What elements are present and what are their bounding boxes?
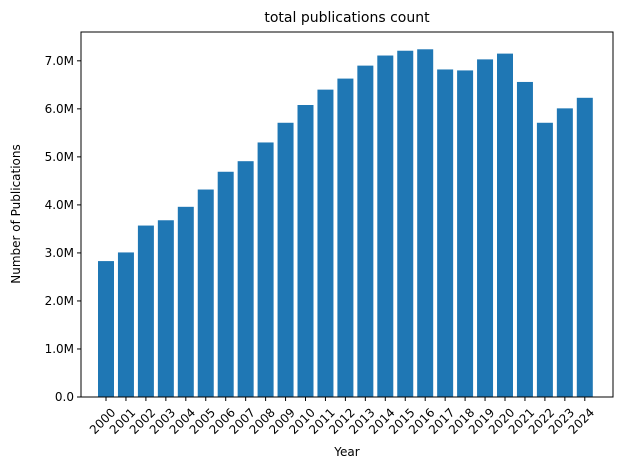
bar-2011 <box>317 89 334 397</box>
bar-2004 <box>177 206 194 397</box>
bar-2015 <box>397 50 414 397</box>
y-tick-label: 5.0M <box>45 150 74 164</box>
y-tick-label: 7.0M <box>45 54 74 68</box>
bar-2007 <box>237 161 254 397</box>
y-axis: 0.0 1.0M 2.0M 3.0M 4.0M 5.0M 6.0M 7.0M <box>45 54 81 404</box>
bar-2003 <box>157 220 174 397</box>
bar-2010 <box>297 105 314 397</box>
bar-2018 <box>457 70 474 398</box>
bar-2017 <box>437 69 454 398</box>
bars-layer <box>98 49 593 398</box>
y-tick-label: 6.0M <box>45 102 74 116</box>
y-tick-label: 0.0 <box>55 390 74 404</box>
y-tick-label: 1.0M <box>45 342 74 356</box>
y-tick-label: 4.0M <box>45 198 74 212</box>
bar-2021 <box>516 81 533 397</box>
bar-2008 <box>257 142 274 397</box>
y-tick-label: 3.0M <box>45 246 74 260</box>
bar-2009 <box>277 122 294 398</box>
bar-2016 <box>417 49 434 397</box>
plot-frame <box>80 31 614 398</box>
bar-2020 <box>497 53 513 398</box>
x-axis-title: Year <box>333 445 359 459</box>
bar-2014 <box>377 55 394 397</box>
bar-2024 <box>576 97 593 398</box>
chart-title: total publications count <box>264 10 430 26</box>
bar-2002 <box>137 225 154 397</box>
y-axis-title: Number of Publications <box>9 144 23 284</box>
bar-2022 <box>536 122 553 398</box>
bar-2001 <box>117 252 134 397</box>
bar-2000 <box>98 261 114 397</box>
bar-2012 <box>337 78 354 397</box>
bar-2006 <box>217 171 234 397</box>
bar-2019 <box>477 59 494 398</box>
y-tick-label: 2.0M <box>45 294 74 308</box>
bar-2005 <box>197 189 214 397</box>
bar-2023 <box>556 108 573 398</box>
x-axis: 2000200120022003200420052006200720082009… <box>87 397 597 437</box>
bar-2013 <box>357 65 374 398</box>
